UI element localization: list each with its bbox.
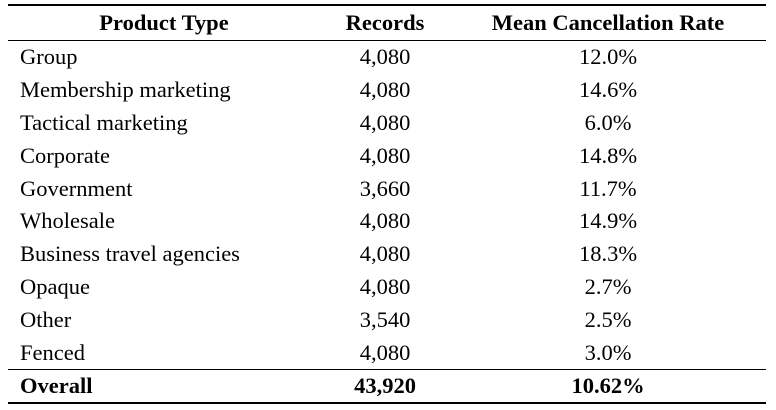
table-row: Membership marketing 4,080 14.6% (8, 74, 766, 107)
table-row: Fenced 4,080 3.0% (8, 336, 766, 369)
total-records: 43,920 (320, 368, 450, 404)
table-row: Wholesale 4,080 14.9% (8, 205, 766, 238)
records-cell: 4,080 (359, 77, 411, 103)
table-row: Opaque 4,080 2.7% (8, 271, 766, 304)
column-header-mean-cancellation-rate: Mean Cancellation Rate (450, 4, 766, 41)
cancellation-rate-cell: 14.9% (578, 208, 638, 234)
cancellation-rate-cell: 14.6% (578, 77, 638, 103)
product-type-cell: Fenced (20, 339, 85, 365)
total-row: Overall 43,920 10.62% (8, 368, 766, 404)
cancellation-rate-table: Product Type Records Mean Cancellation R… (8, 4, 766, 404)
table-row: Other 3,540 2.5% (8, 303, 766, 336)
product-type-cell: Membership marketing (20, 77, 231, 103)
records-cell: 3,540 (359, 306, 411, 332)
column-header-records: Records (320, 4, 450, 41)
cancellation-rate-cell: 18.3% (578, 241, 638, 267)
header-row: Product Type Records Mean Cancellation R… (8, 4, 766, 41)
cancellation-rate-cell: 14.8% (578, 142, 638, 168)
cancellation-rate-cell: 2.5% (584, 306, 632, 332)
records-cell: 4,080 (359, 109, 411, 135)
records-cell: 4,080 (359, 208, 411, 234)
column-header-product-type: Product Type (8, 4, 320, 41)
table-row: Tactical marketing 4,080 6.0% (8, 107, 766, 140)
product-type-cell: Other (20, 306, 72, 332)
records-cell: 3,660 (359, 175, 411, 201)
cancellation-rate-cell: 2.7% (584, 273, 632, 299)
records-cell: 4,080 (359, 339, 411, 365)
records-cell: 4,080 (359, 241, 411, 267)
product-type-cell: Business travel agencies (20, 241, 240, 267)
product-type-cell: Government (20, 175, 133, 201)
product-type-cell: Opaque (20, 273, 90, 299)
product-type-cell: Wholesale (20, 208, 115, 234)
table-row: Corporate 4,080 14.8% (8, 139, 766, 172)
total-label: Overall (8, 368, 320, 404)
cancellation-rate-cell: 12.0% (578, 44, 638, 70)
cancellation-rate-cell: 3.0% (584, 339, 632, 365)
table-row: Business travel agencies 4,080 18.3% (8, 238, 766, 271)
cancellation-rate-cell: 11.7% (579, 175, 637, 201)
cancellation-rate-cell: 6.0% (584, 109, 632, 135)
records-cell: 4,080 (359, 142, 411, 168)
records-cell: 4,080 (359, 44, 411, 70)
table-row: Group 4,080 12.0% (8, 41, 766, 74)
total-cancellation-rate: 10.62% (450, 368, 766, 404)
records-cell: 4,080 (359, 273, 411, 299)
product-type-cell: Corporate (20, 142, 110, 168)
product-type-cell: Tactical marketing (20, 109, 188, 135)
product-type-cell: Group (20, 44, 78, 70)
table-row: Government 3,660 11.7% (8, 172, 766, 205)
